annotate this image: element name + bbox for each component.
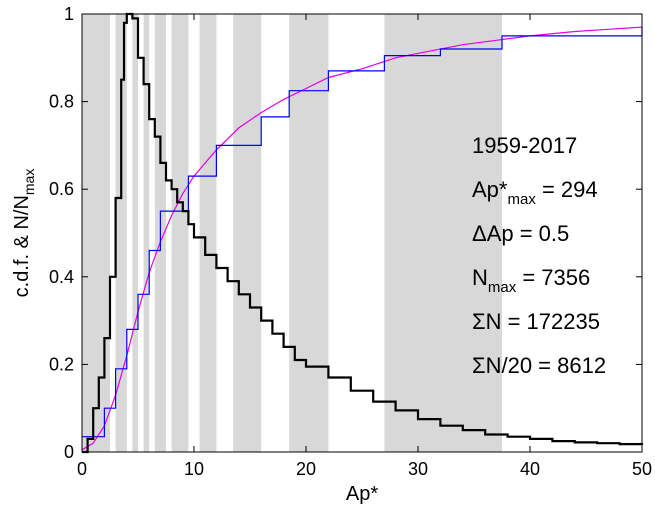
shaded-bands [82, 14, 502, 452]
axis-ticks: 0 10 20 30 40 50 0 0.2 0.4 0.6 0.8 1 [49, 4, 652, 479]
y-tick-label: 0.6 [49, 179, 74, 199]
x-tick-label: 20 [296, 459, 316, 479]
x-axis-label: Ap* [346, 483, 378, 505]
annotation-line-1: Ap*max = 294 [472, 177, 598, 208]
x-tick-label: 30 [408, 459, 428, 479]
annotation-line-3: Nmax = 7356 [472, 265, 590, 296]
y-tick-label: 0 [64, 442, 74, 462]
shaded-band-7 [233, 14, 262, 452]
y-tick-label: 0.2 [49, 354, 74, 374]
cdf-fit-line [81, 26, 643, 451]
annotation-line-5: ΣN/20 = 8612 [472, 353, 606, 378]
cdf-step-line [82, 27, 643, 438]
histogram-step-line [82, 12, 644, 454]
annotation-line-0: 1959-2017 [472, 133, 577, 158]
plot-frame [81, 13, 643, 453]
x-tick-label: 0 [77, 459, 87, 479]
annotation-line-4: ΣN = 172235 [472, 309, 600, 334]
annotation-line-2: ΔAp = 0.5 [472, 221, 569, 246]
shaded-band-0 [82, 14, 110, 452]
x-tick-label: 40 [520, 459, 540, 479]
y-tick-label: 0.4 [49, 267, 74, 287]
shaded-band-9 [384, 14, 502, 452]
x-tick-label: 50 [632, 459, 652, 479]
shaded-band-8 [289, 14, 329, 452]
x-tick-label: 10 [184, 459, 204, 479]
shaded-band-3 [143, 14, 150, 452]
y-axis-label: c.d.f. & N/Nmax [11, 169, 37, 298]
y-tick-label: 0.8 [49, 92, 74, 112]
shaded-band-2 [132, 14, 138, 452]
shaded-band-6 [199, 14, 217, 452]
shaded-band-5 [171, 14, 189, 452]
shaded-band-1 [115, 14, 127, 452]
y-tick-label: 1 [64, 4, 74, 24]
chart-series [81, 12, 644, 454]
annotations: 1959-2017 Ap*max = 294 ΔAp = 0.5 Nmax = 735… [472, 133, 606, 378]
